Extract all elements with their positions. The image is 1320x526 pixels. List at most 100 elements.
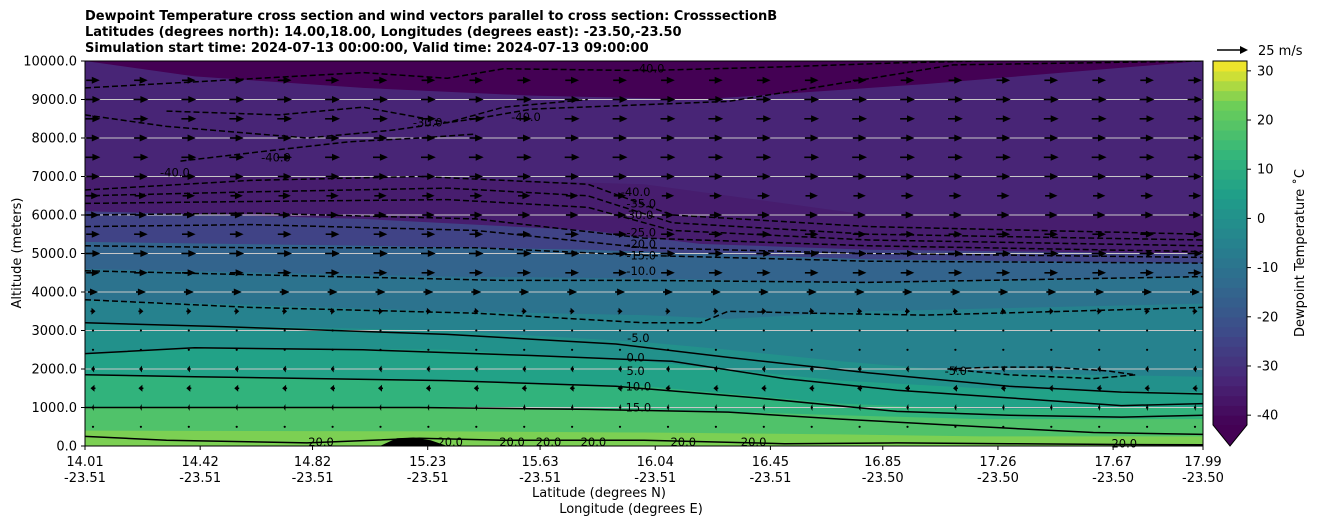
wind-vector: [804, 153, 820, 161]
wind-vector: [761, 384, 767, 392]
wind-vector: [468, 96, 484, 103]
terrain-profile: [379, 437, 448, 446]
wind-vector: [617, 384, 623, 392]
contour-line: [85, 298, 1203, 324]
wind-vector: [666, 329, 670, 332]
wind-vector: [325, 153, 340, 161]
colorbar-segment: [1213, 208, 1247, 220]
x-tick-label-lon: -23.51: [292, 471, 334, 486]
wind-vector: [1187, 96, 1203, 103]
wind-vector: [853, 192, 866, 200]
wind-vector: [810, 348, 813, 351]
wind-vector: [468, 250, 484, 257]
wind-vector: [139, 404, 143, 411]
wind-vector: [1001, 365, 1006, 373]
wind-vector: [852, 250, 867, 257]
wind-vector: [661, 173, 675, 180]
wind-vector: [1098, 329, 1101, 332]
contour-label: 20.0: [1111, 437, 1137, 451]
wind-vector: [282, 384, 288, 392]
contour-label: -20.0: [626, 237, 656, 251]
colorbar-segment: [1213, 336, 1247, 347]
colorbar-extend-triangle: [1213, 425, 1247, 446]
colorbar-segment: [1213, 257, 1247, 269]
wind-vector: [1097, 365, 1101, 373]
wind-vector: [373, 96, 388, 103]
wind-vector: [852, 269, 867, 277]
wind-vector: [373, 250, 388, 257]
wind-vector: [427, 329, 430, 332]
x-tick-label-lon: -23.51: [749, 471, 791, 486]
wind-vector: [230, 211, 243, 219]
wind-vector: [423, 288, 434, 296]
wind-vector: [948, 96, 963, 103]
y-axis: 0.0 1000.0 2000.0 3000.0 4000.0 5000.0 6000.0 7…: [23, 55, 85, 455]
contour-lines: [85, 61, 1203, 446]
wind-vector: [995, 250, 1011, 257]
wind-vector: [379, 404, 382, 411]
wind-vector: [613, 173, 627, 180]
wind-vector: [901, 192, 914, 200]
x-tick-label-lon: -23.50: [1092, 471, 1134, 486]
wind-vector: [906, 425, 909, 428]
wind-vector: [858, 425, 861, 428]
terrain-shape: [379, 437, 448, 446]
wind-vector: [1000, 384, 1006, 392]
wind-vector: [709, 230, 723, 238]
wind-vector: [86, 76, 100, 84]
wind-vector: [133, 96, 149, 103]
contour-label: -10.0: [626, 264, 656, 278]
wind-vector: [1140, 211, 1154, 219]
wind-vector: [948, 115, 963, 123]
wind-vector: [758, 288, 769, 296]
title-line-3: Simulation start time: 2024-07-13 00:00:…: [85, 41, 649, 56]
wind-vector: [229, 134, 244, 142]
wind-vector: [708, 96, 724, 103]
wind-vector: [523, 348, 526, 351]
wind-vector: [906, 404, 909, 411]
wind-vector: [995, 96, 1011, 103]
wind-vector: [86, 192, 100, 200]
wind-vector: [1146, 329, 1149, 332]
wind-vector: [612, 115, 628, 123]
colorbar-segment: [1213, 267, 1247, 279]
wind-vector: [1140, 192, 1154, 200]
wind-vector: [516, 115, 532, 123]
wind-vector: [618, 404, 622, 411]
wind-vector: [810, 425, 813, 428]
wind-vector: [277, 115, 293, 123]
wind-vector: [949, 211, 962, 219]
contour-label: -40.0: [621, 185, 651, 199]
wind-vector: [900, 230, 915, 238]
wind-vector: [138, 384, 144, 392]
wind-vector: [1050, 404, 1053, 411]
wind-vector: [90, 307, 96, 315]
colorbar-tick-label: 30: [1257, 64, 1274, 79]
colorbar-segment: [1213, 188, 1247, 200]
wind-vector: [1050, 425, 1053, 428]
wind-vector: [85, 115, 101, 123]
contour-line: [85, 245, 1203, 264]
wind-vector: [809, 307, 815, 315]
filled-contour-bands: [85, 61, 1203, 446]
colorbar-segment: [1213, 297, 1247, 308]
wind-vector: [229, 76, 244, 84]
wind-vector: [852, 153, 867, 161]
contour-line: [85, 435, 1203, 446]
wind-vector: [953, 384, 958, 392]
wind-vector: [1002, 329, 1005, 332]
wind-vector: [1096, 307, 1102, 315]
contour-label: -15.0: [626, 248, 656, 262]
wind-vector: [278, 192, 291, 200]
wind-vectors: [85, 76, 1203, 428]
wind-vector: [996, 230, 1011, 238]
wind-vector: [1043, 250, 1059, 257]
wind-vector: [948, 269, 963, 277]
wind-vector: [473, 307, 479, 315]
contour-line: [85, 223, 1203, 259]
horizontal-gridlines: [85, 99, 1203, 408]
wind-vector: [948, 153, 963, 161]
wind-vector: [902, 288, 913, 296]
wind-vector: [804, 269, 819, 277]
colorbar-segment: [1213, 218, 1247, 229]
